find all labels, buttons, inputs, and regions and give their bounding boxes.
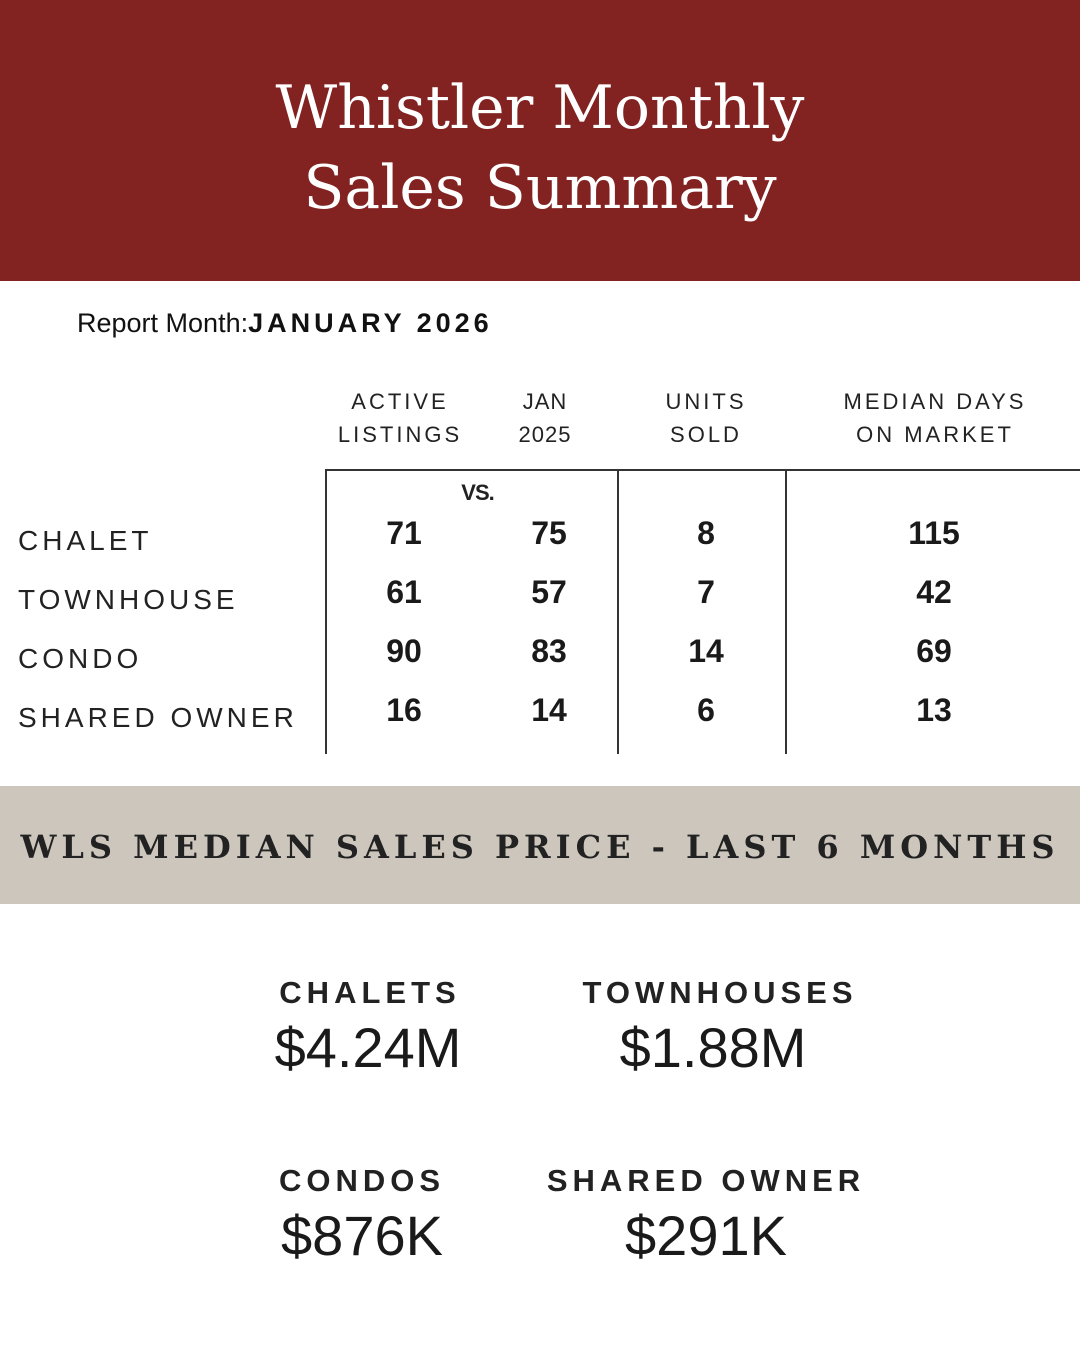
column-divider bbox=[325, 469, 327, 754]
row-label: CHALET bbox=[18, 525, 153, 556]
median-price-band bbox=[0, 786, 1080, 904]
col-header-line: UNITS bbox=[665, 389, 747, 414]
table-top-rule bbox=[325, 469, 1080, 471]
col-header-line: SOLD bbox=[670, 422, 742, 447]
table-cell: 115 bbox=[908, 515, 960, 551]
col-header-line: 2025 bbox=[518, 422, 572, 447]
row-label: CONDO bbox=[18, 643, 143, 674]
table-cell: 61 bbox=[386, 574, 422, 610]
price-value-shared-owner: $291K bbox=[625, 1204, 787, 1267]
col-header-line: LISTINGS bbox=[337, 422, 463, 447]
col-header-active-listings: ACTIVE LISTINGS bbox=[320, 385, 480, 451]
title-line-2: Sales Summary bbox=[303, 153, 777, 223]
column-divider bbox=[785, 469, 787, 754]
table-cell: 90 bbox=[386, 633, 422, 669]
col-header-median-days: MEDIAN DAYS ON MARKET bbox=[815, 385, 1055, 451]
vs-label: VS. bbox=[461, 480, 494, 505]
title-line-1: Whistler Monthly bbox=[275, 73, 805, 143]
col-header-units-sold: UNITS SOLD bbox=[626, 385, 786, 451]
report-month-value: JANUARY 2026 bbox=[248, 308, 493, 338]
table-cell: 14 bbox=[688, 633, 724, 669]
col-header-jan-2025: JAN 2025 bbox=[495, 385, 595, 451]
table-cell: 71 bbox=[386, 515, 422, 551]
price-value-townhouses: $1.88M bbox=[619, 1016, 807, 1079]
table-cell: 16 bbox=[386, 692, 422, 728]
report-month-label: Report Month: bbox=[77, 308, 249, 338]
table-cell: 42 bbox=[916, 574, 952, 610]
price-value-condos: $876K bbox=[281, 1204, 443, 1267]
row-label: TOWNHOUSE bbox=[18, 584, 239, 615]
median-price-title: WLS MEDIAN SALES PRICE - LAST 6 MONTHS bbox=[20, 828, 1060, 866]
table-cell: 83 bbox=[531, 633, 567, 669]
report-month: Report Month:JANUARY 2026 bbox=[77, 308, 493, 339]
col-header-line: ACTIVE bbox=[351, 389, 449, 414]
header-banner bbox=[0, 0, 1080, 281]
table-cell: 8 bbox=[697, 515, 715, 551]
col-header-line: MEDIAN DAYS bbox=[843, 389, 1027, 414]
price-value-chalets: $4.24M bbox=[274, 1016, 462, 1079]
table-cell: 13 bbox=[916, 692, 952, 728]
price-label-chalets: CHALETS bbox=[279, 975, 461, 1010]
table-cell: 6 bbox=[697, 692, 715, 728]
table-cell: 14 bbox=[531, 692, 567, 728]
col-header-line: ON MARKET bbox=[856, 422, 1014, 447]
row-label: SHARED OWNER bbox=[18, 702, 298, 733]
price-label-shared-owner: SHARED OWNER bbox=[546, 1163, 866, 1198]
price-label-townhouses: TOWNHOUSES bbox=[582, 975, 858, 1010]
col-header-line: JAN bbox=[522, 389, 568, 414]
price-label-condos: CONDOS bbox=[278, 1163, 446, 1198]
column-divider bbox=[617, 469, 619, 754]
table-cell: 7 bbox=[697, 574, 715, 610]
table-cell: 69 bbox=[916, 633, 952, 669]
table-cell: 75 bbox=[531, 515, 567, 551]
table-cell: 57 bbox=[531, 574, 567, 610]
